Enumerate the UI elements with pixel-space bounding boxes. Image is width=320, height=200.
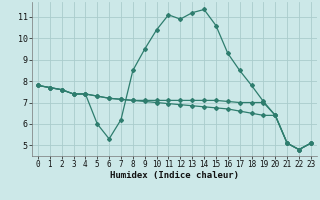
X-axis label: Humidex (Indice chaleur): Humidex (Indice chaleur) [110,171,239,180]
